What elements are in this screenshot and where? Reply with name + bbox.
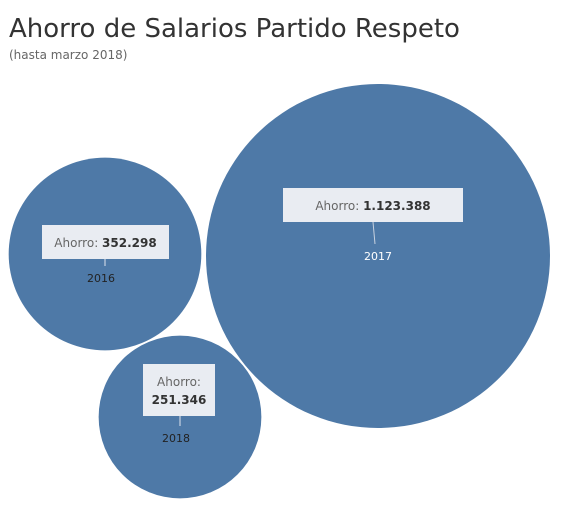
tooltip-text-2016: Ahorro: 352.298 — [54, 236, 156, 250]
bubble-2017[interactable] — [206, 84, 550, 428]
year-label-2017: 2017 — [364, 250, 392, 263]
tooltip-box-2017 — [283, 188, 463, 222]
tooltip-value-2018: 251.346 — [152, 393, 207, 407]
year-label-2016: 2016 — [87, 272, 115, 285]
tooltip-box-2016 — [42, 225, 169, 259]
tooltip-box-2018 — [143, 364, 215, 416]
tooltip-label-2018: Ahorro: — [157, 375, 201, 389]
connector-2017 — [372, 221, 376, 245]
tooltip-text-2017: Ahorro: 1.123.388 — [315, 199, 430, 213]
year-label-2018: 2018 — [162, 432, 190, 445]
chart-subtitle: (hasta marzo 2018) — [9, 48, 128, 62]
chart-title: Ahorro de Salarios Partido Respeto — [9, 14, 460, 44]
